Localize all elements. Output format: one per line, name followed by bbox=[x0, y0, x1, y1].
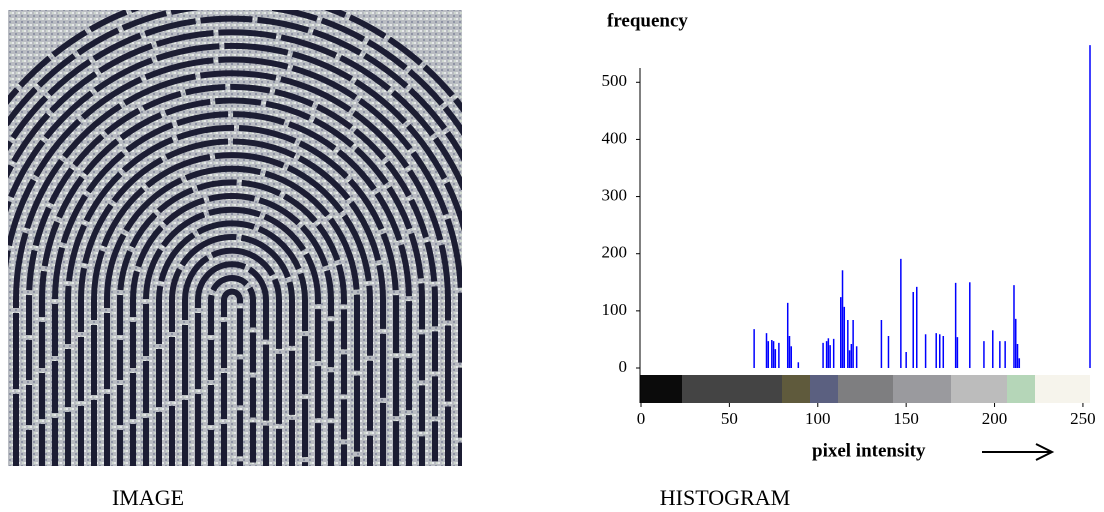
x-tick-label: 100 bbox=[805, 409, 831, 428]
ridge bbox=[39, 97, 425, 466]
bar bbox=[850, 344, 853, 368]
bar bbox=[924, 334, 927, 368]
ridge bbox=[195, 261, 269, 466]
bar bbox=[935, 333, 937, 368]
bar bbox=[788, 336, 791, 368]
y-tick-label: 500 bbox=[602, 71, 628, 90]
bar bbox=[969, 282, 971, 368]
bar bbox=[912, 292, 914, 368]
ridge bbox=[117, 179, 347, 466]
bar bbox=[1016, 344, 1019, 368]
ridge bbox=[221, 288, 243, 466]
bar bbox=[771, 340, 773, 368]
x-axis-label: pixel intensity bbox=[812, 440, 926, 461]
ridge bbox=[13, 70, 451, 466]
ridge bbox=[26, 83, 438, 466]
ridge bbox=[130, 193, 334, 466]
y-tick-label: 0 bbox=[619, 357, 628, 376]
bar bbox=[772, 341, 775, 368]
bar bbox=[880, 320, 883, 368]
ridge bbox=[91, 152, 373, 466]
bar bbox=[778, 342, 780, 368]
bar bbox=[1015, 318, 1017, 368]
x-tick-label: 0 bbox=[637, 409, 646, 428]
ridge bbox=[156, 220, 308, 466]
bar bbox=[786, 302, 789, 368]
ridge bbox=[65, 124, 399, 466]
image-caption: IMAGE bbox=[112, 485, 184, 510]
bar bbox=[956, 337, 959, 368]
intensity-colorbar bbox=[640, 375, 1090, 403]
y-tick-label: 300 bbox=[602, 185, 628, 204]
bar bbox=[855, 346, 858, 368]
bar bbox=[983, 341, 985, 368]
bar bbox=[942, 336, 945, 368]
bar bbox=[825, 341, 828, 368]
arrow bbox=[982, 443, 1055, 461]
x-tick-label: 50 bbox=[721, 409, 738, 428]
bar bbox=[843, 306, 846, 368]
bar bbox=[841, 270, 844, 368]
ridge bbox=[8, 15, 462, 162]
ridge bbox=[78, 138, 386, 466]
bar bbox=[774, 349, 777, 368]
bar bbox=[905, 352, 907, 368]
ridge bbox=[52, 111, 412, 466]
y-tick-label: 200 bbox=[602, 243, 628, 262]
bar bbox=[840, 297, 842, 368]
bar bbox=[954, 282, 957, 368]
ridge bbox=[182, 247, 282, 466]
bar bbox=[916, 286, 918, 368]
y-tick-label: 400 bbox=[602, 128, 628, 147]
bar bbox=[887, 336, 890, 368]
bar bbox=[848, 350, 851, 368]
bar bbox=[767, 341, 770, 368]
bar bbox=[753, 329, 755, 368]
y-tick-label: 100 bbox=[602, 300, 628, 319]
bar bbox=[847, 320, 849, 368]
bar bbox=[999, 341, 1001, 368]
bar bbox=[900, 258, 902, 368]
x-tick-label: 150 bbox=[893, 409, 919, 428]
bar bbox=[790, 346, 793, 368]
bar bbox=[1004, 341, 1006, 368]
bar bbox=[1018, 358, 1021, 368]
ridge bbox=[8, 29, 462, 192]
bar bbox=[827, 338, 830, 368]
fingerprint-image bbox=[8, 10, 462, 466]
bar bbox=[765, 333, 768, 368]
bar bbox=[1089, 45, 1091, 369]
bar bbox=[852, 320, 854, 368]
ridge bbox=[8, 42, 462, 233]
bar bbox=[832, 338, 835, 368]
histogram-caption: HISTOGRAM bbox=[660, 485, 790, 510]
x-tick-label: 250 bbox=[1070, 409, 1096, 428]
bar bbox=[1013, 285, 1015, 368]
x-tick-label: 200 bbox=[982, 409, 1008, 428]
ridge bbox=[104, 165, 360, 466]
bar bbox=[797, 362, 800, 368]
bar bbox=[992, 330, 994, 368]
y-axis-label: frequency bbox=[607, 10, 688, 31]
ridge bbox=[169, 234, 295, 466]
ridge bbox=[208, 274, 256, 466]
ridge bbox=[8, 56, 462, 466]
bar bbox=[822, 342, 824, 368]
bar bbox=[829, 345, 831, 368]
ridge bbox=[143, 206, 321, 466]
bar bbox=[938, 334, 941, 368]
